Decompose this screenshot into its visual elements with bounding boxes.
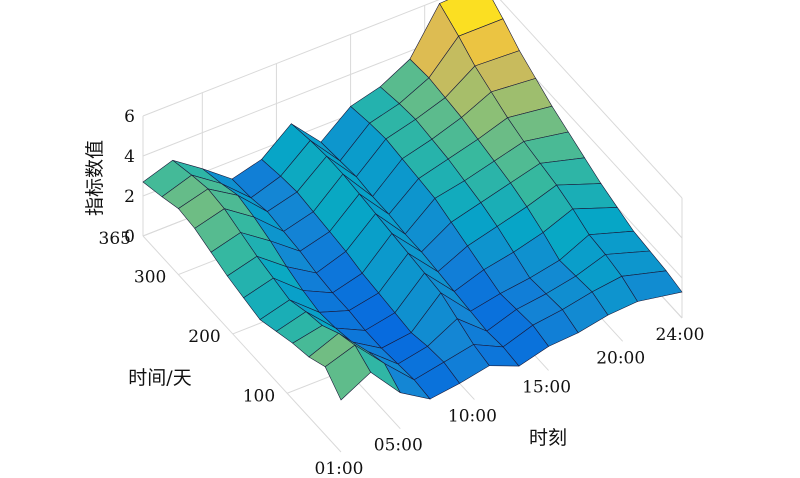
tick-layer: 01:00 05:00 10:00 15:00 20:00 24:00 100 200 3003… — [99, 107, 705, 478]
z-tick-label-0: 0 — [124, 227, 135, 247]
z-tick-label-2: 4 — [124, 147, 135, 167]
surface-patch — [324, 344, 372, 401]
y-tick-label-1: 200 — [188, 327, 220, 347]
x-tick-label-3: 15:00 — [522, 377, 571, 397]
y-axis-label: 时间/天 — [128, 367, 191, 389]
grid-floor-x-0 — [142, 235, 342, 453]
y-tick-label-3: 365 — [99, 229, 131, 249]
z-tick-label-1: 2 — [124, 187, 135, 207]
y-tick-label-0: 100 — [243, 386, 275, 406]
x-tick-label-4: 20:00 — [596, 348, 645, 368]
x-tick-label-1: 05:00 — [374, 436, 423, 456]
x-tick-label-5: 24:00 — [656, 325, 705, 345]
x-axis-label: 时刻 — [529, 427, 567, 449]
z-axis-label: 指标数值 — [84, 140, 106, 216]
surface-layer — [142, 0, 683, 401]
y-tick-label-2: 300 — [134, 268, 166, 288]
grid-z-line-3 — [142, 0, 683, 199]
x-tick-label-2: 10:00 — [448, 407, 497, 427]
z-tick-label-3: 6 — [124, 107, 135, 127]
x-tick-label-0: 01:00 — [315, 459, 364, 474]
